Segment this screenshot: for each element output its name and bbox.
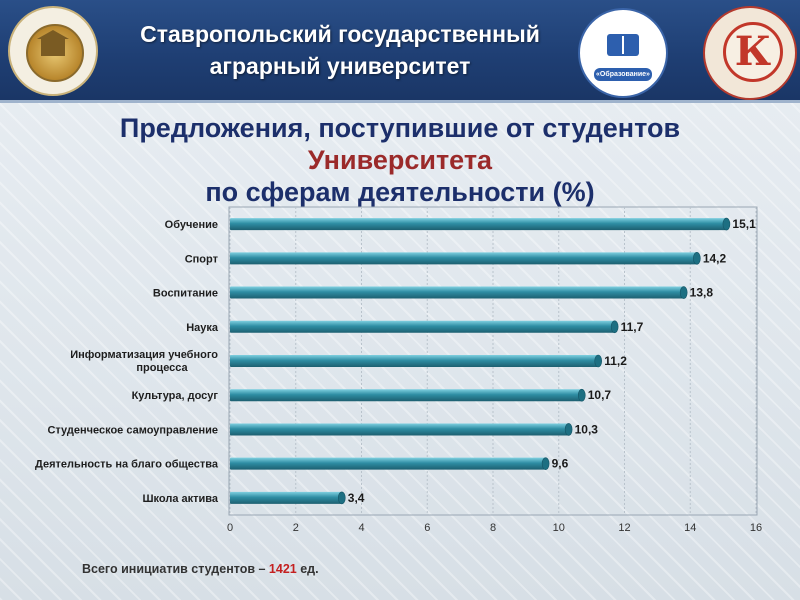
x-tick-label: 16 xyxy=(750,522,762,534)
bar-end-cap xyxy=(693,252,701,265)
x-tick-label: 10 xyxy=(553,522,565,534)
bar-value-label: 15,1 xyxy=(732,217,756,231)
bar xyxy=(230,457,546,470)
header-banner: Ставропольский государственный аграрный … xyxy=(0,0,800,103)
slide-title-line2: Университета xyxy=(307,145,493,175)
bar-chart: 15,1 Обучение 14,2 Спорт 13,8 Воспитание 11,7 Н… xyxy=(35,206,762,534)
header-title-line2: аграрный университет xyxy=(209,53,471,79)
bar xyxy=(230,491,342,504)
university-seal-icon xyxy=(8,6,98,96)
category-label: Обучение xyxy=(165,219,218,231)
total-initiatives: Всего инициатив студентов – 1421 ед. xyxy=(82,562,319,576)
bar-end-cap xyxy=(337,491,346,505)
total-initiatives-suffix: ед. xyxy=(296,562,319,576)
slide-title-line3: по сферам деятельности (%) xyxy=(205,177,595,207)
bar-value-label: 3,4 xyxy=(348,491,365,505)
bar-value-label: 11,2 xyxy=(604,354,627,368)
bar xyxy=(230,218,727,231)
quality-award-icon: К xyxy=(703,6,797,100)
x-tick-label: 4 xyxy=(358,522,364,534)
bar-value-label: 14,2 xyxy=(703,251,727,265)
category-label: Студенческое самоуправление xyxy=(47,424,218,436)
header-title-line1: Ставропольский государственный xyxy=(140,21,540,47)
slide-title-line1: Предложения, поступившие от студентов xyxy=(119,113,681,143)
bar xyxy=(230,423,569,436)
category-label: Культура, досуг xyxy=(132,390,219,402)
bar-value-label: 10,3 xyxy=(575,422,599,436)
category-label: Деятельность на благо общества xyxy=(35,459,219,471)
bar xyxy=(230,320,615,333)
x-tick-label: 2 xyxy=(293,522,299,534)
category-label: Информатизация учебного процесса xyxy=(70,349,218,374)
bar-end-cap xyxy=(564,423,573,436)
bar-end-cap xyxy=(610,320,619,334)
national-project-education-icon: «Образование» xyxy=(578,8,668,98)
category-label: Спорт xyxy=(185,253,219,265)
x-tick-label: 14 xyxy=(684,522,696,534)
category-label: Школа актива xyxy=(142,493,218,505)
x-tick-label: 8 xyxy=(490,522,496,534)
bar xyxy=(230,286,684,299)
x-tick-label: 6 xyxy=(424,522,430,534)
bar-value-label: 10,7 xyxy=(588,388,612,402)
category-label: Воспитание xyxy=(153,288,218,300)
bar-value-label: 9,6 xyxy=(552,457,569,471)
bar-end-cap xyxy=(541,457,550,470)
x-tick-label: 12 xyxy=(618,522,630,534)
bar xyxy=(230,252,697,265)
bar-end-cap xyxy=(577,388,586,402)
bar-value-label: 13,8 xyxy=(690,286,714,300)
total-initiatives-count: 1421 xyxy=(268,562,297,576)
bar-value-label: 11,7 xyxy=(621,320,644,334)
bar xyxy=(230,389,582,402)
bar-end-cap xyxy=(679,286,688,299)
x-tick-label: 0 xyxy=(227,522,233,534)
education-ribbon: «Образование» xyxy=(594,68,652,81)
background-pattern xyxy=(0,100,800,600)
quality-award-letter: К xyxy=(723,22,783,82)
total-initiatives-prefix: Всего инициатив студентов – xyxy=(82,562,269,576)
category-label: Наука xyxy=(186,322,219,334)
header-title: Ставропольский государственный аграрный … xyxy=(100,18,580,82)
book-icon xyxy=(607,34,639,56)
bar-end-cap xyxy=(594,354,603,368)
bar xyxy=(230,355,599,367)
bar-end-cap xyxy=(722,217,731,231)
